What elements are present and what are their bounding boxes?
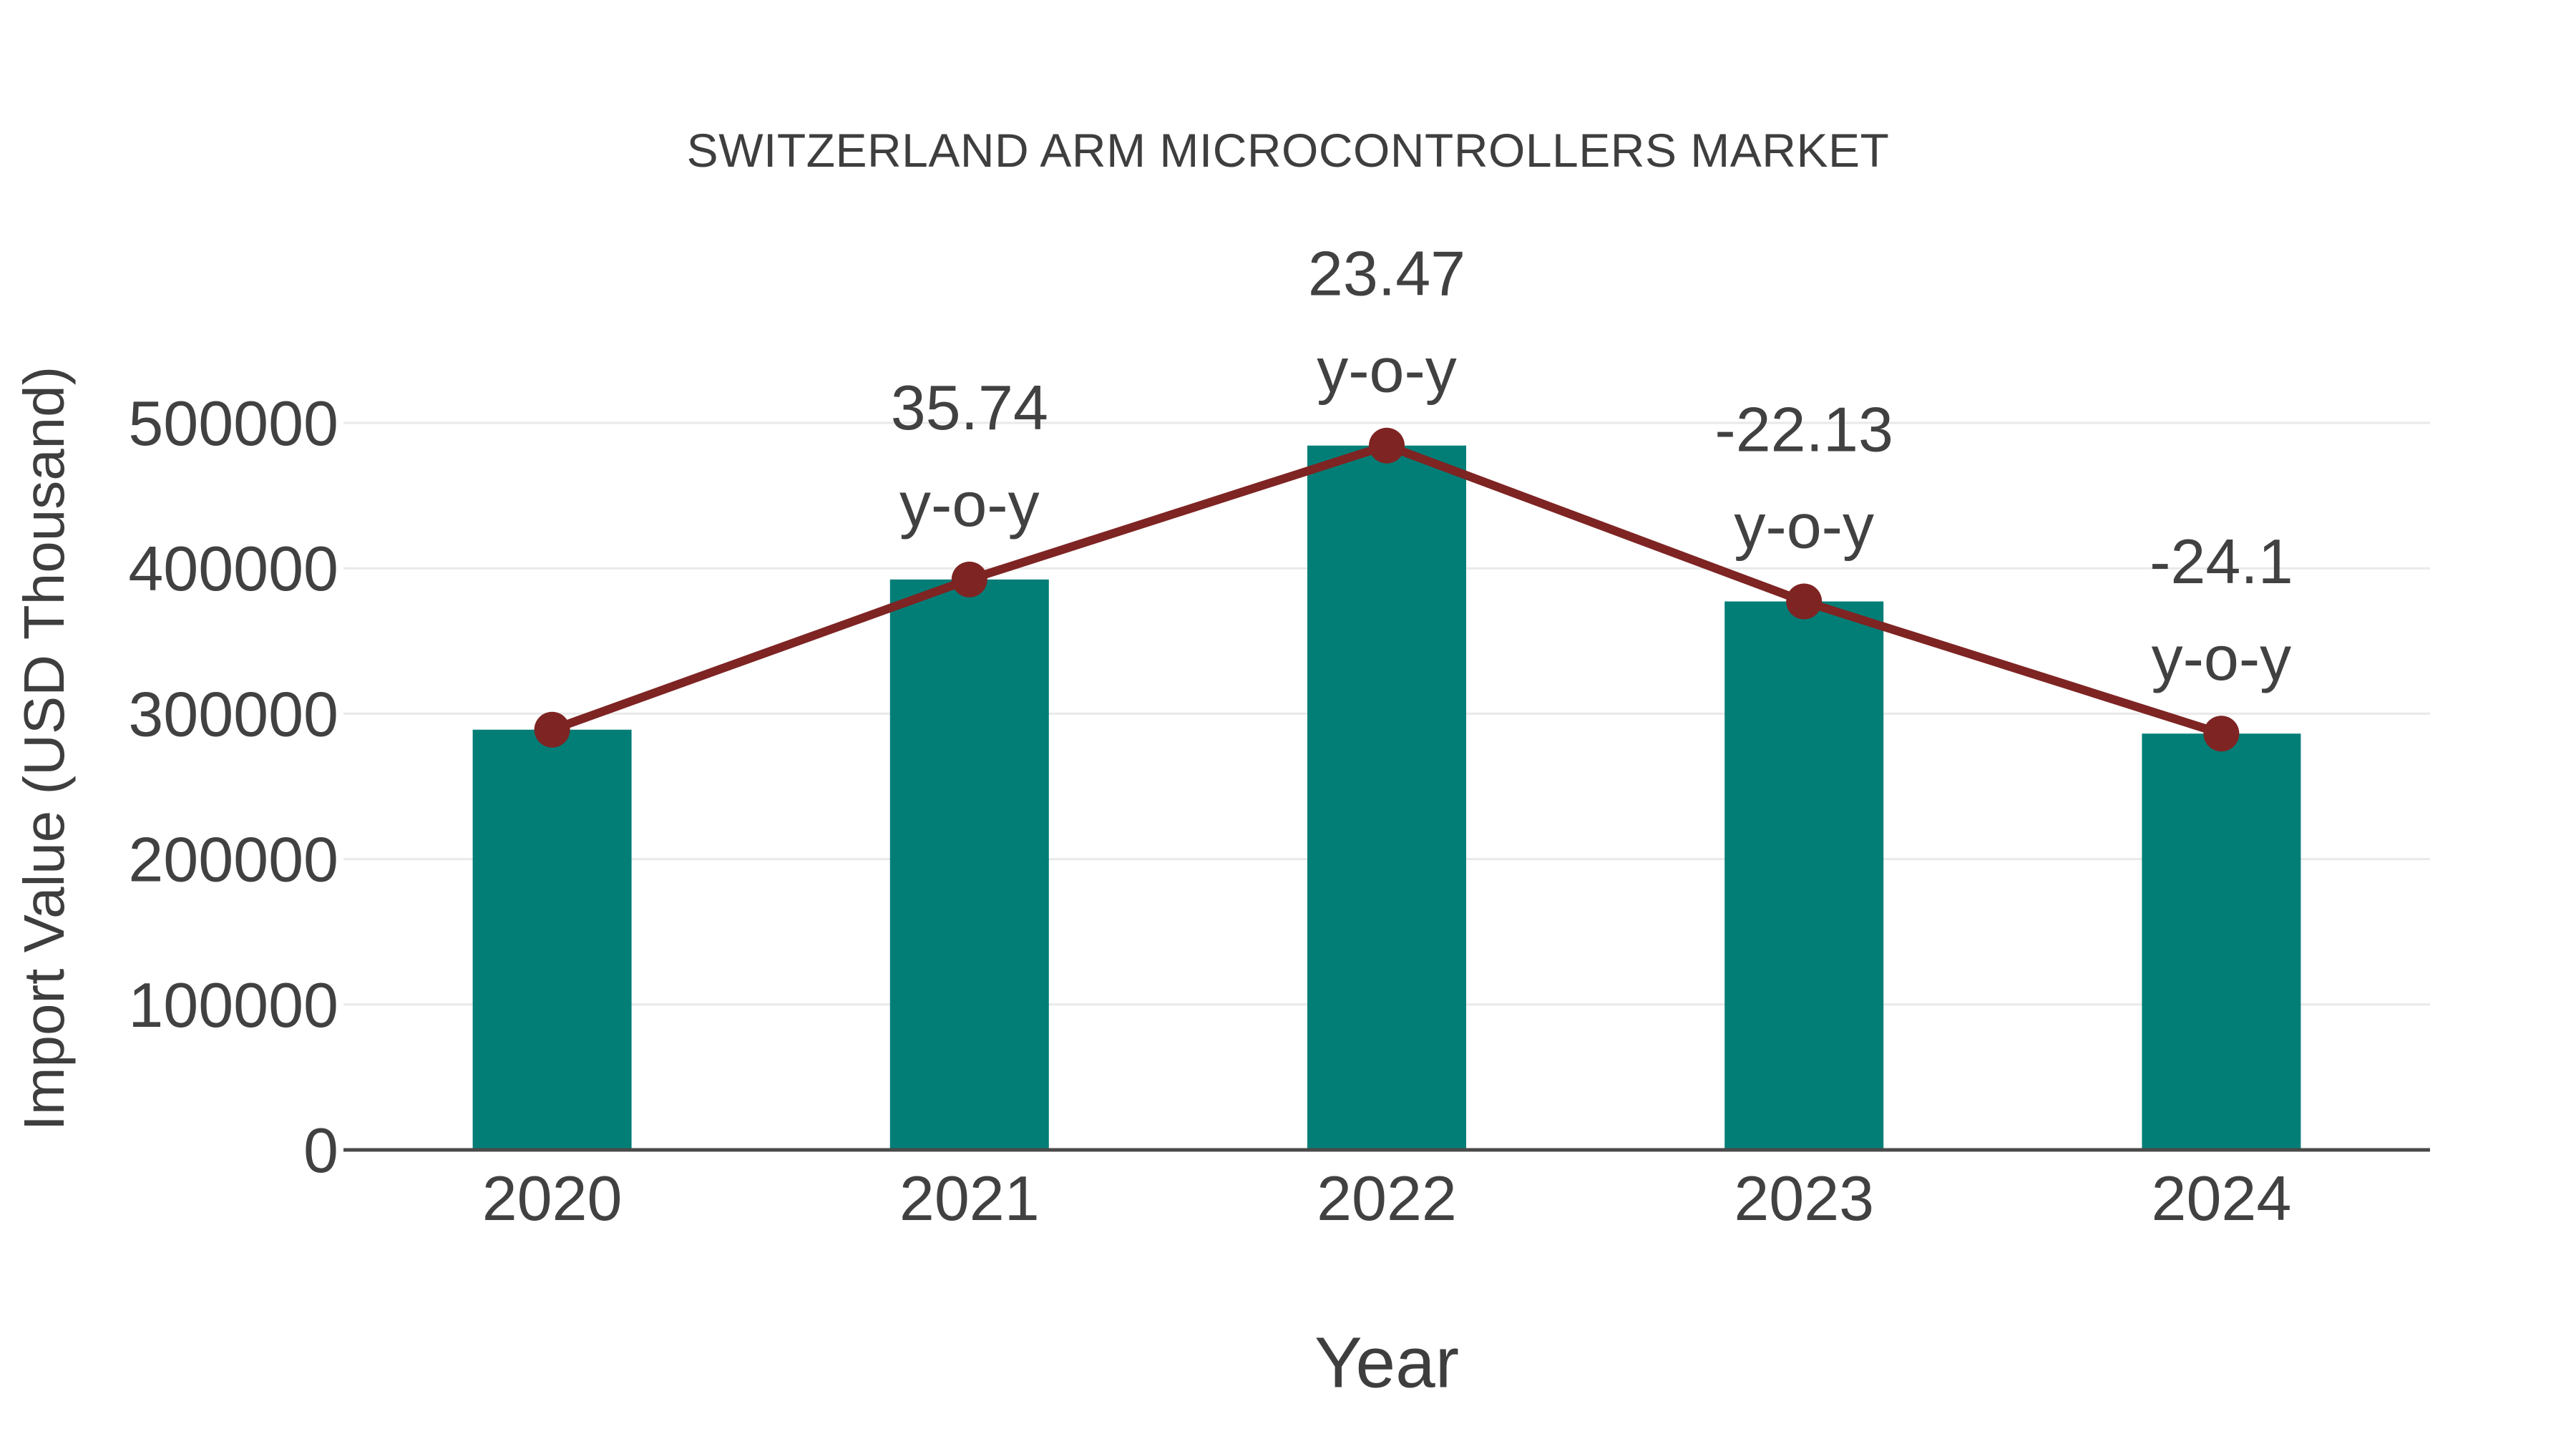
x-tick-label-2023: 2023 <box>1734 1163 1874 1234</box>
point-marker-2022 <box>1369 427 1405 464</box>
point-marker-2023 <box>1786 583 1823 620</box>
x-tick-label-2021: 2021 <box>899 1163 1040 1234</box>
x-axis-title: Year <box>1314 1322 1460 1403</box>
point-label-value-2024: -24.1 <box>2150 526 2293 597</box>
x-tick-label-2024: 2024 <box>2152 1163 2292 1234</box>
bar-2024 <box>2142 733 2301 1150</box>
point-label-suffix-2021: y-o-y <box>899 469 1040 540</box>
y-tick-label-0: 0 <box>303 1115 338 1186</box>
point-label-value-2021: 35.74 <box>891 372 1048 443</box>
x-tick-label-2020: 2020 <box>482 1163 623 1234</box>
y-tick-label-200000: 200000 <box>128 824 338 895</box>
bar-2022 <box>1307 445 1466 1150</box>
point-marker-2020 <box>534 711 570 748</box>
point-marker-2024 <box>2203 716 2240 752</box>
x-tick-label-2022: 2022 <box>1317 1163 1457 1234</box>
chart-title: SWITZERLAND ARM MICROCONTROLLERS MARKET <box>686 124 1890 177</box>
point-label-suffix-2024: y-o-y <box>2152 623 2292 693</box>
y-tick-label-500000: 500000 <box>128 388 338 459</box>
y-tick-label-100000: 100000 <box>128 970 338 1040</box>
point-label-value-2022: 23.47 <box>1308 238 1465 309</box>
point-marker-2021 <box>951 561 987 597</box>
bar-2020 <box>472 729 632 1150</box>
bar-2023 <box>1724 601 1884 1150</box>
bar-2021 <box>889 579 1049 1150</box>
y-tick-label-400000: 400000 <box>128 533 338 604</box>
point-label-suffix-2022: y-o-y <box>1317 335 1457 406</box>
point-label-value-2023: -22.13 <box>1714 394 1893 465</box>
point-label-suffix-2023: y-o-y <box>1734 491 1874 562</box>
y-tick-label-300000: 300000 <box>128 678 338 749</box>
